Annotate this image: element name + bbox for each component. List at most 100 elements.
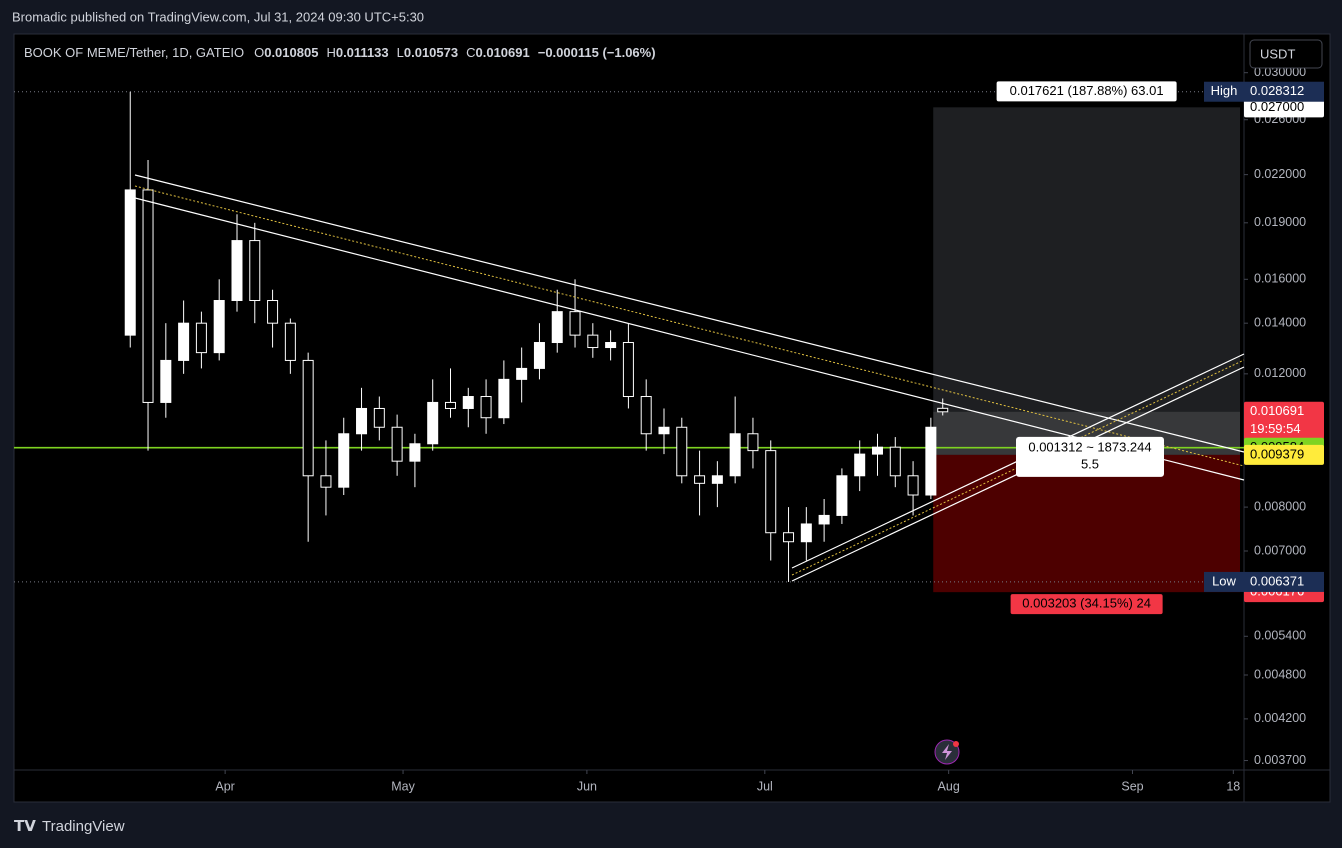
candle-body	[516, 367, 528, 380]
x-tick-label: Jul	[757, 779, 773, 793]
y-tick-label: 0.005400	[1254, 629, 1306, 643]
publisher: Bromadic published on TradingView.com, J…	[12, 9, 424, 24]
currency[interactable]: USDT	[1260, 46, 1295, 61]
h-value: 0.011133	[336, 45, 389, 60]
price-tag-label: 0.010691	[1250, 403, 1304, 418]
trend-line	[134, 174, 1245, 453]
y-tick-label: 0.007000	[1254, 543, 1306, 557]
candle-body	[676, 426, 688, 477]
marker-value: 0.028312	[1250, 83, 1304, 98]
candle-body	[871, 446, 883, 455]
price-tag	[1244, 97, 1324, 118]
price-tag-label: 0.009379	[1250, 446, 1304, 461]
candle-body	[925, 426, 937, 496]
logo-mark: 𝗧𝗩	[14, 818, 36, 835]
candle-body	[231, 240, 243, 302]
candle-body	[373, 407, 385, 428]
stop-label-box	[1010, 594, 1163, 615]
alert-dot	[953, 741, 959, 747]
stop-label: 0.003203 (34.15%) 24	[1022, 596, 1151, 611]
candle-body	[178, 322, 190, 361]
c-key: C	[466, 45, 475, 60]
candle-body	[195, 322, 207, 354]
marker-name: High	[1211, 83, 1238, 98]
y-tick-label: 0.022000	[1254, 167, 1306, 181]
candle-body	[409, 443, 421, 462]
currency-button[interactable]	[1249, 39, 1323, 69]
y-tick-label: 0.003700	[1254, 753, 1306, 767]
alert-bolt	[942, 744, 952, 760]
center-label: 0.001312 ~ 1873.244	[1028, 439, 1151, 454]
candle-body	[480, 396, 492, 419]
candle-body	[124, 189, 136, 336]
target-label-box	[996, 81, 1177, 102]
candle-body	[249, 240, 261, 302]
marker-tag	[1244, 571, 1324, 592]
o-key: O	[254, 45, 264, 60]
candle-body	[729, 433, 741, 477]
x-tick-label: May	[391, 779, 415, 793]
marker-name-box	[1204, 81, 1244, 102]
candle-body	[213, 300, 225, 354]
candle-body	[711, 475, 723, 484]
chart-frame	[13, 33, 1331, 803]
candle-body	[854, 453, 866, 477]
candle-body	[694, 475, 706, 484]
candle-body	[587, 334, 599, 349]
candle-body	[338, 433, 350, 488]
y-tick-label: 0.019000	[1254, 215, 1306, 229]
legend: BOOK OF MEME/Tether, 1D, GATEIO O0.010805…	[24, 45, 656, 60]
candle-body	[907, 475, 919, 496]
candle-body	[391, 426, 403, 462]
candle-body	[267, 300, 279, 324]
candle-body	[937, 407, 949, 413]
o-value: 0.010805	[264, 45, 318, 60]
candle-body	[818, 514, 830, 525]
center-label-box	[1016, 436, 1164, 477]
candle-body	[605, 342, 617, 349]
x-tick-label: Jun	[577, 779, 597, 793]
candle-body	[640, 396, 652, 435]
candle-body	[462, 396, 474, 409]
brand: TradingView	[42, 818, 125, 835]
candle-body	[444, 401, 456, 409]
countdown: 19:59:54	[1250, 421, 1301, 436]
candle-body	[765, 450, 777, 534]
position-target-zone	[933, 107, 1240, 455]
y-tick-label: 0.004800	[1254, 667, 1306, 681]
c-value: 0.010691	[476, 45, 530, 60]
marker-name-box	[1204, 571, 1244, 592]
marker-name: Low	[1212, 573, 1236, 588]
candle-body	[551, 311, 563, 344]
plot: 0.0300000.0260000.0220000.0190000.016000…	[14, 65, 1306, 793]
ratio-label: 5.5	[1081, 456, 1099, 471]
candle-body	[320, 475, 332, 488]
candle-body	[533, 342, 545, 369]
target-label: 0.017621 (187.88%) 63.01	[1010, 83, 1164, 98]
l-value: 0.010573	[404, 45, 458, 60]
candle-body	[747, 433, 759, 452]
position-stop-zone	[933, 454, 1240, 593]
candle-body	[284, 322, 296, 361]
symbol: BOOK OF MEME/Tether, 1D, GATEIO	[24, 45, 244, 60]
price-tag	[1244, 401, 1324, 440]
marker-tag	[1244, 81, 1324, 102]
h-key: H	[326, 45, 335, 60]
trend-midline	[791, 359, 1245, 576]
candle-body	[622, 342, 634, 398]
candle-body	[658, 426, 670, 435]
candle-body	[498, 378, 510, 419]
candle-body	[142, 189, 154, 403]
candle-body	[302, 359, 314, 477]
candle-body	[783, 532, 795, 543]
x-tick-label: Aug	[938, 779, 960, 793]
overlay: 0.0270000.01069119:59:540.0095840.009379…	[996, 81, 1324, 615]
y-tick-label: 0.004200	[1254, 711, 1306, 725]
candle-body	[800, 523, 812, 543]
l-key: L	[397, 45, 404, 60]
trend-midline	[134, 185, 1245, 467]
y-tick-label: 0.012000	[1254, 366, 1306, 380]
x-tick-label: 18	[1226, 779, 1240, 793]
